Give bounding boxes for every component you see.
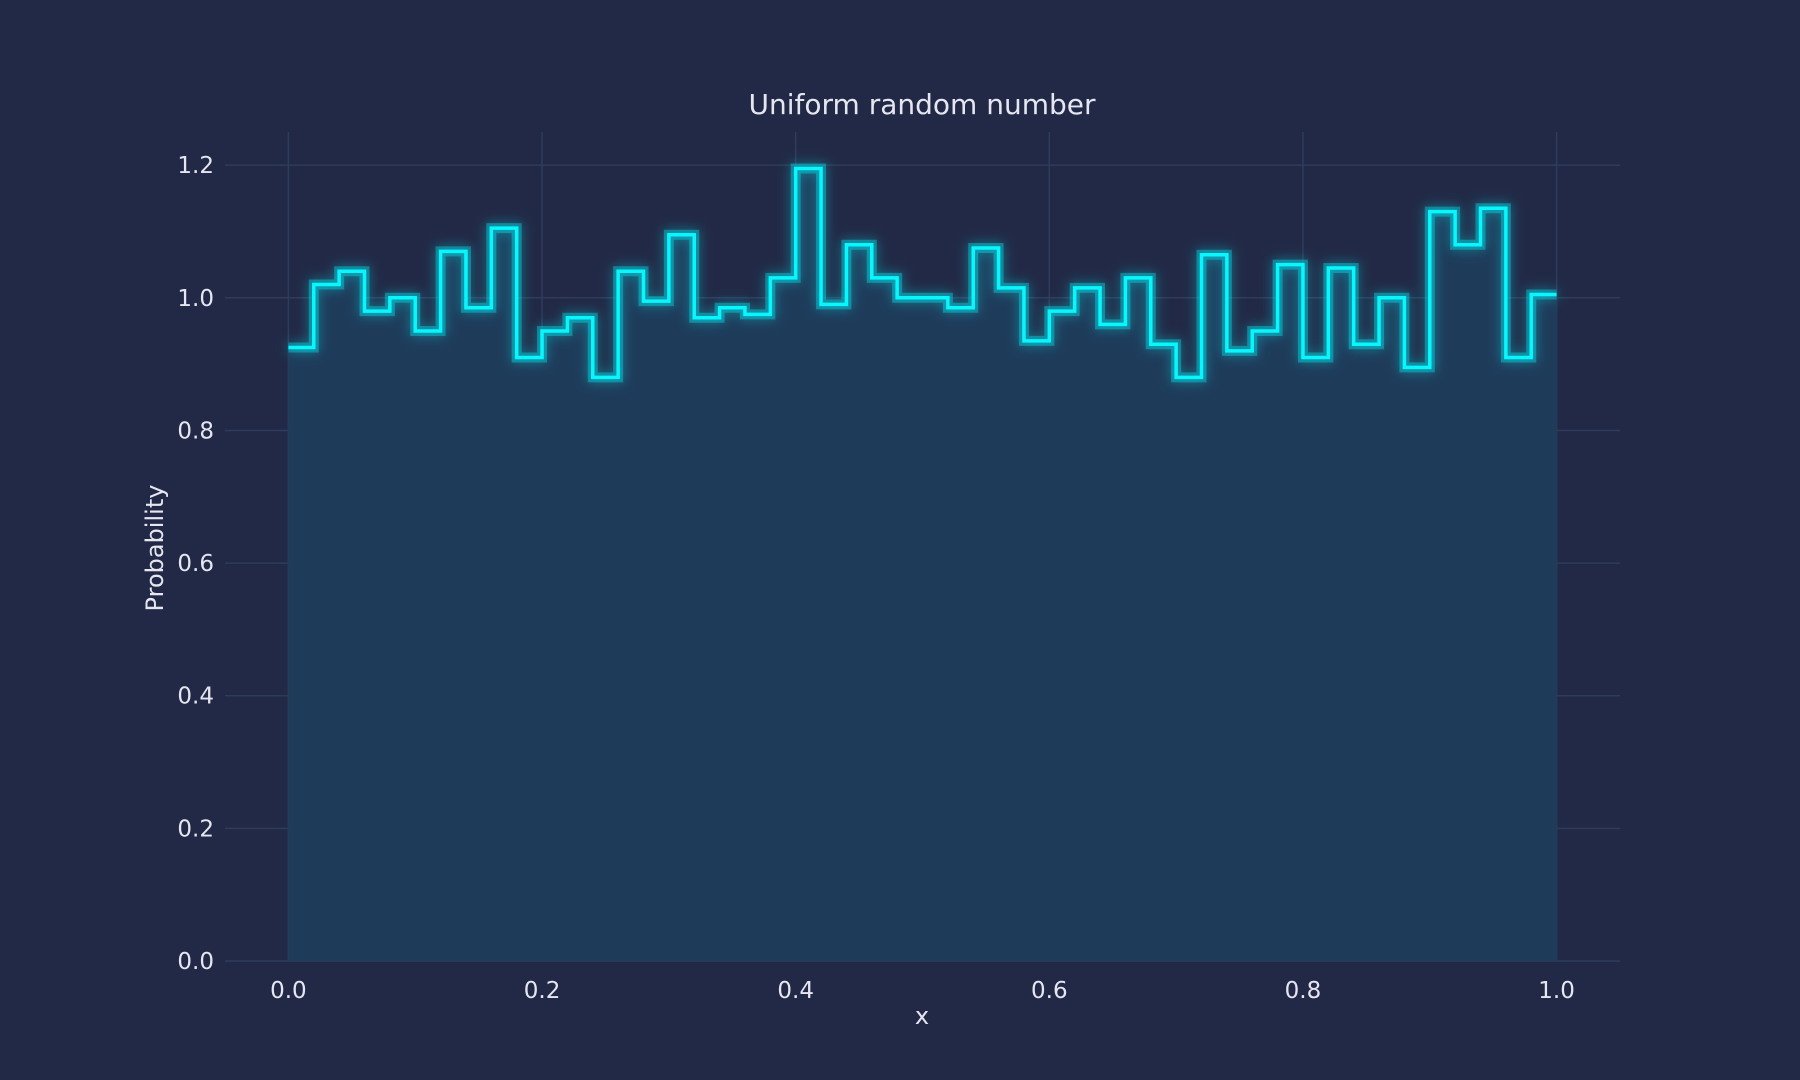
x-tick-label: 0.4 xyxy=(777,978,814,1004)
y-tick-label: 1.2 xyxy=(177,153,214,179)
x-tick-label: 0.0 xyxy=(270,978,307,1004)
axis-ticks: 0.0 0.2 0.4 0.6 0.8 1.0 0.0 0.2 0.4 0.6 0.8 1.0 1.2 xyxy=(177,153,1574,1004)
y-tick-label: 0.4 xyxy=(177,684,214,710)
histogram-outline xyxy=(288,166,1557,380)
x-tick-label: 1.0 xyxy=(1538,978,1575,1004)
y-tick-label: 0.0 xyxy=(177,949,214,975)
y-tick-label: 0.2 xyxy=(177,816,214,842)
y-tick-label: 1.0 xyxy=(177,286,214,312)
x-tick-label: 0.8 xyxy=(1285,978,1322,1004)
histogram-fill xyxy=(288,168,1557,961)
y-tick-label: 0.6 xyxy=(177,551,214,577)
x-axis-label: x xyxy=(915,1002,929,1030)
y-tick-label: 0.8 xyxy=(177,418,214,444)
x-tick-label: 0.2 xyxy=(524,978,561,1004)
y-axis-label: Probability xyxy=(141,485,169,612)
chart-title: Uniform random number xyxy=(749,88,1096,121)
x-tick-label: 0.6 xyxy=(1031,978,1068,1004)
